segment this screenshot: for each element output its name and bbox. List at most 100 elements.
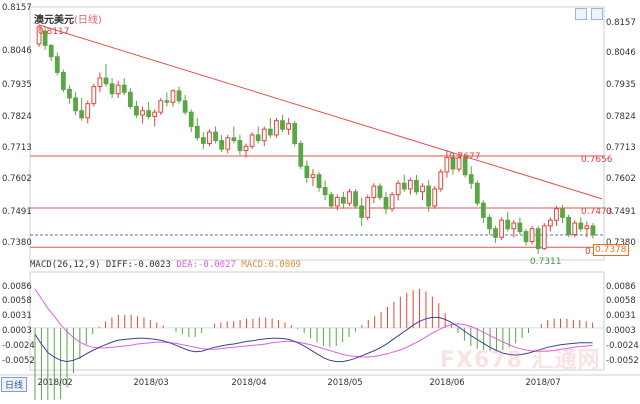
price-axis-label-left: 0.7824 <box>2 112 32 122</box>
macd-axis-label-left: 0.0058 <box>2 296 32 306</box>
period-tab[interactable]: 日线 <box>1 377 28 392</box>
candle-body <box>292 123 298 144</box>
level-label-upper: 0.7656 <box>581 155 613 165</box>
candle-body <box>499 219 505 238</box>
candle-body <box>219 140 225 150</box>
candle-body <box>420 185 425 193</box>
candle-body <box>231 137 237 142</box>
candle-body <box>541 225 547 250</box>
candle-body <box>255 134 261 142</box>
candle-body <box>444 157 450 173</box>
candle-body <box>347 191 352 204</box>
candle-body <box>267 128 273 136</box>
candle-body <box>523 231 529 243</box>
candle-body <box>535 228 541 250</box>
candle-body <box>316 174 322 189</box>
level-label-mid: 0.7473 <box>581 207 613 217</box>
candle-body <box>389 194 395 210</box>
annotation-low: 0.7311 <box>530 257 562 267</box>
candle-body <box>529 228 535 243</box>
candle-body <box>109 83 115 95</box>
candle-body <box>48 44 54 58</box>
x-axis-label: 2018/03 <box>133 378 169 388</box>
macd-legend: MACD(26,12,9) DIFF:-0.0023 DEA:-0.0027 M… <box>30 260 301 270</box>
candle-body <box>407 179 413 190</box>
price-axis-label-right: 0.7824 <box>606 112 636 122</box>
candle-body <box>121 84 127 93</box>
candle-body <box>359 205 365 218</box>
candle-body <box>280 120 285 130</box>
candle-body <box>261 128 267 142</box>
candle-body <box>213 131 218 142</box>
macd-axis-label-right: 0.0003 <box>606 326 636 336</box>
candle-body <box>481 202 486 218</box>
macd-axis-label-right: -0.0052 <box>606 356 639 366</box>
candle-body <box>225 137 231 150</box>
candle-body <box>79 110 85 119</box>
macd-panel-frame <box>29 271 605 371</box>
candle-body <box>584 225 590 230</box>
watermark: FX678 汇通网 <box>440 348 601 373</box>
candle-body <box>395 182 401 196</box>
x-axis-label: 2018/05 <box>327 378 363 388</box>
macd-legend-macd: MACD:0.0009 <box>241 260 301 270</box>
macd-legend-diff: DIFF:-0.0023 <box>105 260 171 270</box>
candle-body <box>91 86 97 105</box>
candle-body <box>462 157 468 176</box>
candle-body <box>134 105 139 116</box>
candle-body <box>401 182 407 190</box>
candle-body <box>170 90 176 103</box>
candle-body <box>493 228 498 238</box>
candle-body <box>36 26 42 45</box>
candle-body <box>517 222 523 233</box>
price-axis-label-left: 0.8046 <box>2 46 32 56</box>
expand-icon[interactable] <box>575 8 587 20</box>
candle-body <box>566 216 571 235</box>
annotation-swing-high: 0.7677 <box>449 152 481 162</box>
x-axis-label: 2018/04 <box>231 378 267 388</box>
candle-body <box>438 171 444 190</box>
current-price-tag: 0.7378 <box>593 244 629 256</box>
candle-body <box>127 91 133 107</box>
candle-body <box>140 110 145 116</box>
candle-body <box>456 157 462 170</box>
candle-body <box>286 123 291 130</box>
macd-legend-dea: DEA:-0.0027 <box>176 260 236 270</box>
candle-body <box>42 30 48 46</box>
price-axis-label-right: 0.7935 <box>606 80 636 90</box>
price-axis-label-left: 0.8157 <box>2 3 32 13</box>
candle-body <box>322 187 328 196</box>
candle-body <box>474 182 480 204</box>
candle-body <box>152 111 158 117</box>
candle-body <box>73 97 78 112</box>
candle-body <box>304 165 310 179</box>
macd-axis-label-right: -0.0024 <box>606 341 639 351</box>
chart-period: (日线) <box>74 15 102 26</box>
candle-body <box>61 71 66 90</box>
candle-body <box>590 225 596 236</box>
price-axis-label-left: 0.7602 <box>2 174 32 184</box>
candle-body <box>334 196 340 207</box>
x-axis-label: 2018/02 <box>37 378 73 388</box>
candle-body <box>547 219 553 227</box>
candle-body <box>432 188 438 207</box>
candle-body <box>176 90 182 102</box>
candle-body <box>450 157 456 170</box>
candle-body <box>201 137 206 144</box>
settings-icon[interactable] <box>591 8 603 20</box>
x-axis-label: 2018/07 <box>525 378 561 388</box>
macd-axis-label-right: 0.0086 <box>606 282 636 292</box>
price-axis-label-right: 0.7380 <box>606 238 636 248</box>
macd-dea-line <box>34 288 593 358</box>
candle-body <box>414 179 419 193</box>
candle-body <box>383 196 389 210</box>
candle-body <box>85 103 91 119</box>
candle-body <box>194 125 200 139</box>
candle-body <box>505 219 511 230</box>
candle-body <box>103 77 109 85</box>
candle-body <box>182 100 188 113</box>
candle-body <box>468 174 474 184</box>
candle-body <box>67 88 72 99</box>
price-axis-label-right: 0.8157 <box>606 18 636 28</box>
candle-body <box>54 56 60 73</box>
